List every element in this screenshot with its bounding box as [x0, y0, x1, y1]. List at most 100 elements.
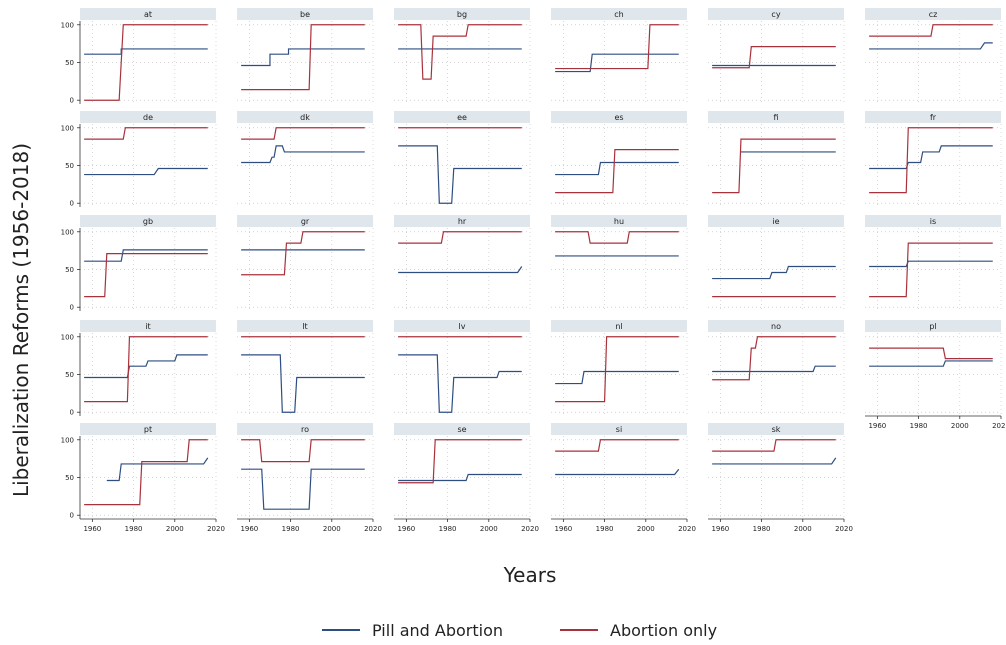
panel-title: pt [144, 425, 152, 434]
panel-strip [80, 215, 216, 227]
panel-title: fi [773, 113, 778, 122]
series-line-pill [712, 365, 836, 373]
panel-title: no [771, 322, 781, 331]
panel-strip [237, 320, 373, 332]
panel-sk: sk 1960 1980 2000 2020 [708, 423, 853, 533]
x-tick-label: 2000 [166, 525, 184, 533]
series-line-abortion [241, 231, 365, 276]
panel-strip [708, 320, 844, 332]
panel-hu: hu [551, 215, 688, 311]
panel-title: gr [301, 217, 310, 226]
series-line-pill [555, 370, 679, 385]
series-line-abortion [712, 336, 836, 381]
x-tick-label: 2000 [951, 422, 969, 430]
y-tick-label: 0 [70, 97, 74, 105]
panel-strip [551, 8, 687, 20]
panel-strip [394, 111, 530, 123]
series-line-pill [555, 161, 679, 176]
y-tick-label: 100 [61, 124, 74, 132]
y-tick-label: 0 [70, 512, 74, 520]
series-line-abortion [241, 439, 365, 463]
legend: Pill and Abortion Abortion only [322, 621, 717, 640]
series-line-pill [712, 265, 836, 280]
panel-strip [80, 111, 216, 123]
x-tick-label: 1980 [125, 525, 143, 533]
panel-strip [708, 111, 844, 123]
series-line-abortion [555, 439, 679, 452]
panel-pt: pt 0 50 100 1960 1980 2000 2020 [61, 423, 225, 533]
x-tick-label: 1960 [240, 525, 258, 533]
x-tick-label: 2020 [678, 525, 696, 533]
series-line-pill [398, 145, 522, 204]
panel-gb: gb 0 50 100 [61, 215, 217, 312]
panel-strip [237, 423, 373, 435]
x-tick-label: 2020 [207, 525, 225, 533]
panel-is: is [865, 215, 1002, 311]
panel-title: be [300, 10, 310, 19]
panel-title: hu [614, 217, 624, 226]
series-line-pill [398, 354, 522, 413]
panel-ie: ie [708, 215, 845, 311]
series-line-pill [869, 145, 993, 170]
panel-strip [80, 320, 216, 332]
series-line-abortion [555, 24, 679, 70]
panel-strip [865, 111, 1001, 123]
x-tick-label: 2020 [835, 525, 853, 533]
panel-title: ch [614, 10, 623, 19]
series-line-abortion [84, 127, 208, 140]
x-tick-label: 1980 [753, 525, 771, 533]
series-line-abortion [869, 24, 993, 37]
panel-strip [551, 215, 687, 227]
y-tick-label: 50 [65, 371, 74, 379]
series-line-pill [84, 48, 208, 55]
panel-title: bg [457, 10, 467, 19]
series-line-abortion [712, 138, 836, 194]
panel-nl: nl [551, 320, 688, 416]
series-line-abortion [712, 439, 836, 452]
panel-cz: cz [865, 8, 1002, 104]
y-tick-label: 50 [65, 474, 74, 482]
panel-strip [865, 215, 1001, 227]
x-tick-label: 1960 [554, 525, 572, 533]
panel-title: at [144, 10, 152, 19]
panel-title: si [616, 425, 622, 434]
panel-no: no [708, 320, 845, 416]
panel-title: de [143, 113, 153, 122]
panel-si: si 1960 1980 2000 2020 [551, 423, 696, 533]
series-line-pill [106, 457, 209, 482]
panel-strip [237, 8, 373, 20]
legend-label-pill: Pill and Abortion [372, 621, 503, 640]
series-line-abortion [84, 24, 208, 101]
x-tick-label: 2000 [480, 525, 498, 533]
panel-title: nl [615, 322, 622, 331]
panel-lt: lt [237, 320, 374, 416]
panel-gr: gr [237, 215, 374, 311]
panel-it: it 0 50 100 [61, 320, 217, 417]
series-line-pill [241, 48, 365, 67]
series-line-abortion [84, 439, 208, 506]
x-tick-label: 1960 [397, 525, 415, 533]
panel-fr: fr [865, 111, 1002, 207]
x-axis-title: Years [503, 563, 557, 587]
panel-title: is [930, 217, 936, 226]
panel-cy: cy [708, 8, 845, 104]
y-tick-label: 100 [61, 228, 74, 236]
x-tick-label: 2000 [794, 525, 812, 533]
panel-title: se [457, 425, 466, 434]
y-tick-label: 0 [70, 409, 74, 417]
series-line-abortion [398, 24, 522, 80]
series-line-pill [712, 457, 837, 465]
y-tick-label: 0 [70, 200, 74, 208]
series-line-pill [555, 53, 679, 73]
series-line-abortion [712, 46, 836, 69]
x-tick-label: 1980 [282, 525, 300, 533]
series-line-abortion [241, 24, 365, 91]
series-line-pill [869, 42, 993, 50]
panel-bg: bg [394, 8, 531, 104]
series-line-abortion [869, 127, 993, 194]
panel-title: dk [300, 113, 310, 122]
panel-lv: lv [394, 320, 531, 416]
panel-title: ro [301, 425, 309, 434]
panel-at: at 0 50 100 [61, 8, 217, 105]
